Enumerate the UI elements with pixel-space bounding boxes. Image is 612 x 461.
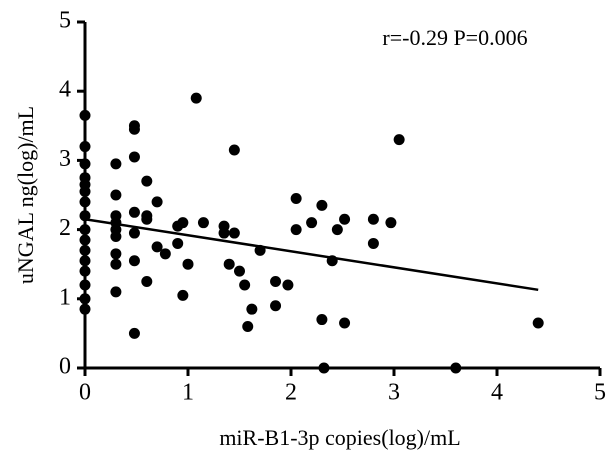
x-tick-label: 1 bbox=[182, 380, 194, 406]
point bbox=[385, 217, 397, 229]
point bbox=[290, 224, 302, 236]
point bbox=[234, 265, 245, 277]
point bbox=[367, 237, 379, 249]
point bbox=[128, 206, 140, 218]
point bbox=[339, 317, 351, 329]
fit-line bbox=[84, 217, 539, 292]
y-axis-title: uNGAL ng(log)/mL bbox=[13, 106, 38, 284]
point bbox=[254, 244, 266, 256]
point bbox=[450, 362, 462, 374]
point bbox=[306, 217, 318, 229]
point bbox=[223, 258, 235, 270]
y-tick-label: 3 bbox=[59, 146, 71, 172]
point bbox=[79, 224, 91, 236]
point bbox=[270, 276, 282, 287]
point bbox=[182, 258, 194, 270]
x-axis-title: miR-B1-3p copies(log)/mL bbox=[219, 425, 460, 450]
point bbox=[532, 317, 544, 329]
point bbox=[79, 186, 91, 198]
point bbox=[316, 314, 328, 326]
point bbox=[110, 258, 122, 270]
point bbox=[190, 92, 202, 104]
point bbox=[393, 134, 405, 146]
point bbox=[128, 151, 140, 163]
point bbox=[79, 234, 91, 246]
point bbox=[128, 123, 140, 135]
y-tick-label: 1 bbox=[59, 284, 71, 310]
point bbox=[79, 158, 91, 170]
point bbox=[79, 196, 91, 208]
point bbox=[318, 362, 330, 374]
point bbox=[197, 217, 209, 229]
point bbox=[367, 213, 379, 225]
point bbox=[172, 237, 184, 249]
point bbox=[141, 276, 153, 287]
point bbox=[110, 189, 122, 201]
point bbox=[246, 303, 258, 315]
point bbox=[218, 227, 230, 239]
point bbox=[177, 217, 189, 229]
point bbox=[110, 231, 122, 243]
y-tick-label: 2 bbox=[59, 215, 71, 241]
point bbox=[270, 300, 282, 312]
point bbox=[79, 265, 91, 277]
y-tick-label: 0 bbox=[59, 354, 71, 380]
point bbox=[79, 210, 91, 222]
point bbox=[110, 158, 122, 170]
point bbox=[228, 144, 240, 156]
point bbox=[79, 255, 91, 267]
x-tick-label: 3 bbox=[388, 380, 400, 406]
x-tick-label: 2 bbox=[285, 380, 297, 406]
x-tick-label: 0 bbox=[79, 380, 91, 406]
point bbox=[79, 303, 91, 315]
x-tick-label: 4 bbox=[491, 380, 503, 406]
point bbox=[239, 279, 251, 291]
point bbox=[151, 196, 163, 208]
point bbox=[141, 213, 153, 225]
point bbox=[79, 279, 91, 291]
y-tick-label: 4 bbox=[59, 77, 71, 103]
point bbox=[128, 327, 140, 339]
annotation: r=-0.29 P=0.006 bbox=[382, 25, 527, 50]
point bbox=[141, 175, 153, 187]
point bbox=[316, 199, 328, 211]
point bbox=[128, 255, 140, 267]
point bbox=[326, 255, 338, 267]
point bbox=[339, 213, 351, 225]
point bbox=[110, 248, 122, 260]
point bbox=[282, 279, 294, 291]
point bbox=[110, 286, 122, 298]
y-tick-label: 5 bbox=[59, 8, 71, 34]
point bbox=[151, 241, 163, 253]
point bbox=[177, 289, 189, 301]
point bbox=[290, 192, 302, 204]
point bbox=[331, 224, 343, 236]
point bbox=[128, 227, 140, 239]
point bbox=[228, 227, 240, 239]
point bbox=[79, 244, 91, 256]
point bbox=[79, 141, 91, 153]
point bbox=[242, 320, 254, 332]
point bbox=[79, 109, 91, 121]
point bbox=[159, 248, 171, 260]
x-tick-label: 5 bbox=[594, 380, 606, 406]
point bbox=[79, 293, 91, 305]
